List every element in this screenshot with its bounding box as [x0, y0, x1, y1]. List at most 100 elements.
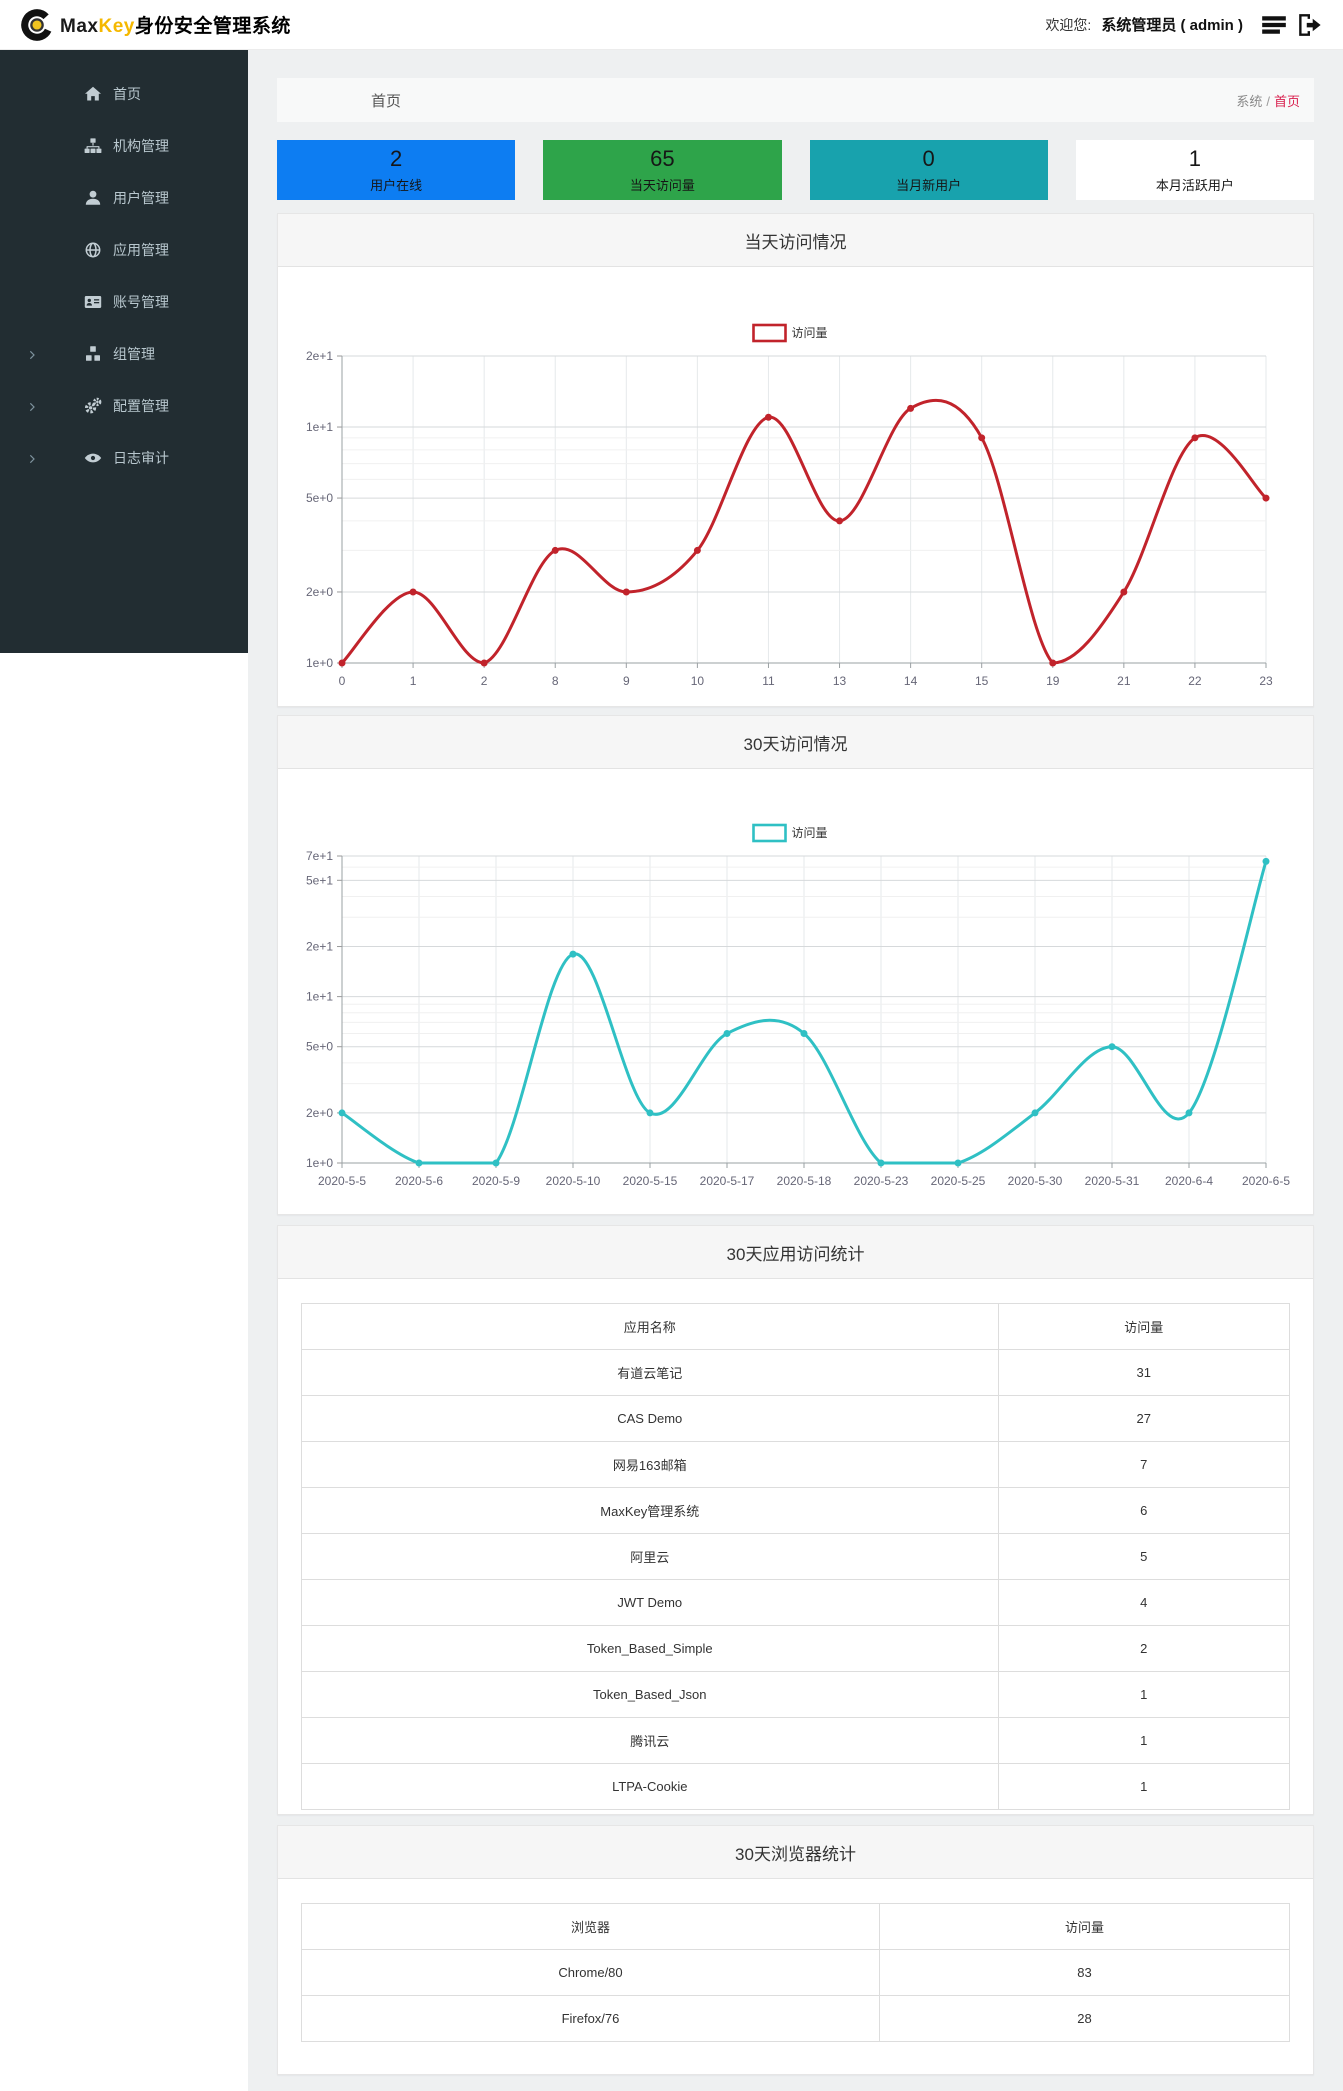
content-area: 首页 系统 / 首页 2 用户在线 65 当天访问量 0 当月新用户 1 本月活跃用户 当天访问情… — [248, 50, 1343, 2091]
browser-visits-table: 浏览器 访问量 Chrome/80 83 Firefox/76 28 — [301, 1903, 1291, 2042]
data-point — [409, 588, 417, 596]
data-point — [764, 413, 772, 421]
sidebar-item-account[interactable]: 账号管理 — [0, 276, 248, 328]
name-cell: LTPA-Cookie — [301, 1763, 999, 1810]
app-visits-table: 应用名称 访问量 有道云笔记 31 CAS Demo 27 网易163邮箱 7 MaxKey管理… — [301, 1303, 1291, 1810]
stat-label: 本月活跃用户 — [1155, 178, 1234, 194]
stat-cards: 2 用户在线 65 当天访问量 0 当月新用户 1 本月活跃用户 — [277, 140, 1314, 200]
data-point — [492, 1159, 500, 1167]
name-cell: 网易163邮箱 — [301, 1441, 999, 1488]
brand-suffix: 身份安全管理系统 — [134, 16, 291, 37]
count-cell: 83 — [878, 1949, 1291, 1996]
legend-label[interactable]: 访问量 — [792, 826, 828, 840]
user-icon — [84, 189, 102, 207]
table-row: Token_Based_Simple 2 — [301, 1625, 1291, 1672]
name-cell: MaxKey管理系统 — [301, 1487, 999, 1534]
data-point — [800, 1030, 808, 1038]
session-list-icon[interactable] — [1261, 13, 1287, 37]
legend-label[interactable]: 访问量 — [792, 326, 828, 340]
panel-30day-visits: 30天访问情况 1e+0 2e+0 5e+0 1e+1 2e+1 5e+1 7e+1 2020… — [277, 715, 1314, 1215]
sidebar-item-app[interactable]: 应用管理 — [0, 224, 248, 276]
x-axis-tick-label: 13 — [833, 674, 847, 688]
sidebar-item-config[interactable]: 配置管理 — [0, 380, 248, 432]
data-point — [1185, 1109, 1193, 1117]
x-axis-tick-label: 23 — [1259, 674, 1273, 688]
count-cell: 5 — [997, 1533, 1291, 1580]
x-axis-tick-label: 21 — [1117, 674, 1131, 688]
sidebar-item-audit[interactable]: 日志审计 — [0, 432, 248, 484]
data-point — [1031, 1109, 1039, 1117]
x-axis-tick-label: 2 — [481, 674, 488, 688]
name-cell: JWT Demo — [301, 1579, 999, 1626]
brand-max: Max — [60, 16, 99, 37]
x-axis-tick-label: 15 — [975, 674, 989, 688]
x-axis-tick-label: 9 — [623, 674, 630, 688]
sidebar-item-user[interactable]: 用户管理 — [0, 172, 248, 224]
globe-icon — [84, 241, 102, 259]
count-cell: 31 — [997, 1349, 1291, 1396]
sidebar-item-org[interactable]: 机构管理 — [0, 120, 248, 172]
legend-marker[interactable] — [752, 323, 787, 343]
stat-value: 1 — [1188, 145, 1201, 171]
x-axis-tick-label: 8 — [552, 674, 559, 688]
y-axis-tick-label: 1e+1 — [306, 990, 333, 1004]
id-card-icon — [84, 293, 102, 311]
current-user: 系统管理员 ( admin ) — [1101, 17, 1243, 34]
name-cell: Firefox/76 — [301, 1995, 880, 2042]
sidebar-item-home[interactable]: 首页 — [0, 68, 248, 120]
logout-icon[interactable] — [1297, 13, 1323, 37]
count-cell: 6 — [997, 1487, 1291, 1534]
breadcrumb-section[interactable]: 系统 — [1236, 93, 1263, 109]
y-axis-tick-label: 5e+0 — [306, 1040, 333, 1054]
sidebar-item-label: 账号管理 — [113, 294, 169, 310]
home-icon — [84, 85, 102, 103]
stat-card: 0 当月新用户 — [809, 140, 1048, 200]
sidebar: 首页 机构管理 用户管理应用管理账号管理组管理 配置管理 日志审计 — [0, 50, 248, 653]
brand-bullseye-icon — [20, 8, 54, 42]
sidebar-item-group[interactable]: 组管理 — [0, 328, 248, 380]
data-point — [877, 1159, 885, 1167]
x-axis-tick-label: 10 — [691, 674, 705, 688]
panel-app-stats: 30天应用访问统计 应用名称 访问量 有道云笔记 31 CAS Demo 27 网易163邮… — [277, 1225, 1314, 1815]
x-axis-tick-label: 2020-5-9 — [472, 1174, 520, 1188]
sidebar-menu: 首页 机构管理 用户管理应用管理账号管理组管理 配置管理 日志审计 — [0, 50, 248, 484]
breadcrumb: 首页 系统 / 首页 — [277, 78, 1314, 122]
gears-icon — [84, 397, 102, 415]
legend-marker[interactable] — [752, 823, 787, 843]
x-axis-tick-label: 2020-6-4 — [1165, 1174, 1213, 1188]
column-header: 应用名称 — [301, 1303, 999, 1350]
panel-browser-stats: 30天浏览器统计 浏览器 访问量 Chrome/80 83 Firefox/76 28 — [277, 1825, 1314, 2075]
brand-key: Key — [98, 16, 135, 37]
sidebar-item-label: 应用管理 — [113, 242, 169, 258]
name-cell: 腾讯云 — [301, 1717, 999, 1764]
table-row: Chrome/80 83 — [301, 1949, 1291, 1996]
y-axis-tick-label: 2e+1 — [306, 940, 333, 954]
count-cell: 7 — [997, 1441, 1291, 1488]
data-point — [1262, 494, 1270, 502]
header-right: 欢迎您: 系统管理员 ( admin ) — [1045, 13, 1323, 37]
daily-visits-chart: 1e+0 2e+0 5e+0 1e+1 2e+1 0 1 2 8 9 10 11 13 14 15 19 21 2… — [306, 323, 1273, 688]
column-header: 访问量 — [997, 1303, 1291, 1350]
sitemap-icon — [84, 137, 102, 155]
data-point — [1262, 857, 1270, 865]
stat-value: 0 — [922, 145, 935, 171]
y-axis-tick-label: 7e+1 — [306, 849, 333, 863]
data-point — [1191, 434, 1199, 442]
monthly-visits-chart: 1e+0 2e+0 5e+0 1e+1 2e+1 5e+1 7e+1 2020-5-5 2020… — [306, 823, 1290, 1188]
y-axis-tick-label: 2e+0 — [306, 1106, 333, 1120]
eye-icon — [84, 449, 102, 467]
panel-30day-title: 30天访问情况 — [278, 716, 1313, 769]
breadcrumb-active: 首页 — [1273, 93, 1300, 109]
x-axis-tick-label: 22 — [1188, 674, 1202, 688]
x-axis-tick-label: 2020-5-15 — [623, 1174, 678, 1188]
data-point — [338, 1109, 346, 1117]
panel-daily-title: 当天访问情况 — [278, 214, 1313, 267]
column-header: 浏览器 — [301, 1903, 880, 1950]
data-point — [836, 517, 844, 525]
stat-label: 当天访问量 — [629, 178, 695, 194]
data-point — [693, 546, 701, 554]
data-point — [1049, 659, 1057, 667]
count-cell: 1 — [997, 1717, 1291, 1764]
stat-label: 当月新用户 — [896, 178, 962, 194]
chevron-right-icon — [26, 348, 38, 360]
